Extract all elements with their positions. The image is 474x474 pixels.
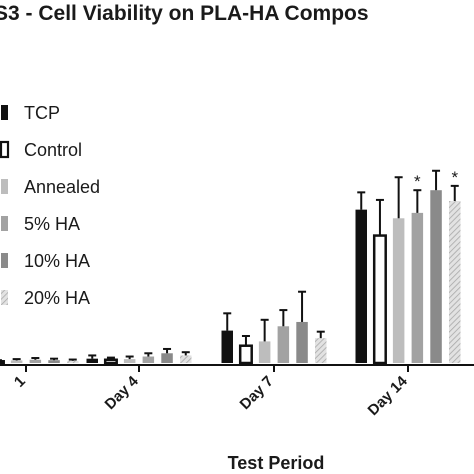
bar-1-10pct-ha xyxy=(48,360,60,363)
bar-1-5pct-ha xyxy=(29,359,42,363)
x-axis-label: Test Period xyxy=(228,453,325,473)
bar-day-7-annealed xyxy=(258,341,271,363)
legend-swatch-tcp xyxy=(1,105,8,120)
bar-day-14-10pct-ha xyxy=(430,190,442,363)
x-tick-label-1: 1 xyxy=(11,373,29,391)
bar-day-4-20pct-ha xyxy=(180,355,192,363)
bars: * * xyxy=(0,168,461,365)
legend-label-10pct-ha: 10% HA xyxy=(24,251,90,271)
significance-day-14-20pct-ha: * xyxy=(451,168,458,187)
legend-label-control: Control xyxy=(24,140,82,160)
bar-day-4-10pct-ha xyxy=(161,353,173,363)
bar-day-4-5pct-ha xyxy=(142,356,155,363)
bar-day-7-tcp xyxy=(221,330,233,363)
legend-swatch-10pct-ha xyxy=(1,253,8,268)
bar-day-4-control xyxy=(103,358,118,365)
bar-day-4-tcp xyxy=(86,358,98,363)
x-tick-label-day-7: Day 7 xyxy=(237,373,277,413)
chart-title: S3 - Cell Viability on PLA-HA Compos xyxy=(0,2,369,25)
significance-day-14-5pct-ha: * xyxy=(414,172,421,191)
legend-label-5pct-ha: 5% HA xyxy=(24,214,80,234)
legend-swatch-annealed xyxy=(1,179,8,194)
bar-day-7-5pct-ha xyxy=(277,326,290,363)
x-ticks: 1 Day 4 Day 7 Day 14 xyxy=(11,365,411,419)
bar-day-7-control xyxy=(238,344,253,365)
x-tick-label-day-14: Day 14 xyxy=(365,372,412,419)
legend-label-20pct-ha: 20% HA xyxy=(24,288,90,308)
bar-1-annealed xyxy=(10,360,23,363)
bar-day-14-control xyxy=(372,234,387,365)
bar-day-7-20pct-ha xyxy=(315,338,327,363)
bar-day-14-annealed xyxy=(392,218,405,363)
legend-label-tcp: TCP xyxy=(24,103,60,123)
bar-1-control xyxy=(0,360,5,365)
x-tick-label-day-4: Day 4 xyxy=(102,372,143,413)
legend: TCP Control Annealed 5% HA 10% HA 20% HA xyxy=(0,103,100,308)
bar-day-7-10pct-ha xyxy=(296,321,308,363)
bar-day-4-annealed xyxy=(123,359,136,363)
bar-day-14-tcp xyxy=(355,209,367,363)
legend-label-annealed: Annealed xyxy=(24,177,100,197)
bar-day-14-20pct-ha xyxy=(449,201,461,363)
legend-swatch-5pct-ha xyxy=(1,216,8,231)
bar-day-14-5pct-ha xyxy=(411,212,424,363)
legend-swatch-control xyxy=(0,140,10,159)
bar-1-20pct-ha xyxy=(67,360,79,363)
legend-swatch-20pct-ha xyxy=(1,290,8,305)
